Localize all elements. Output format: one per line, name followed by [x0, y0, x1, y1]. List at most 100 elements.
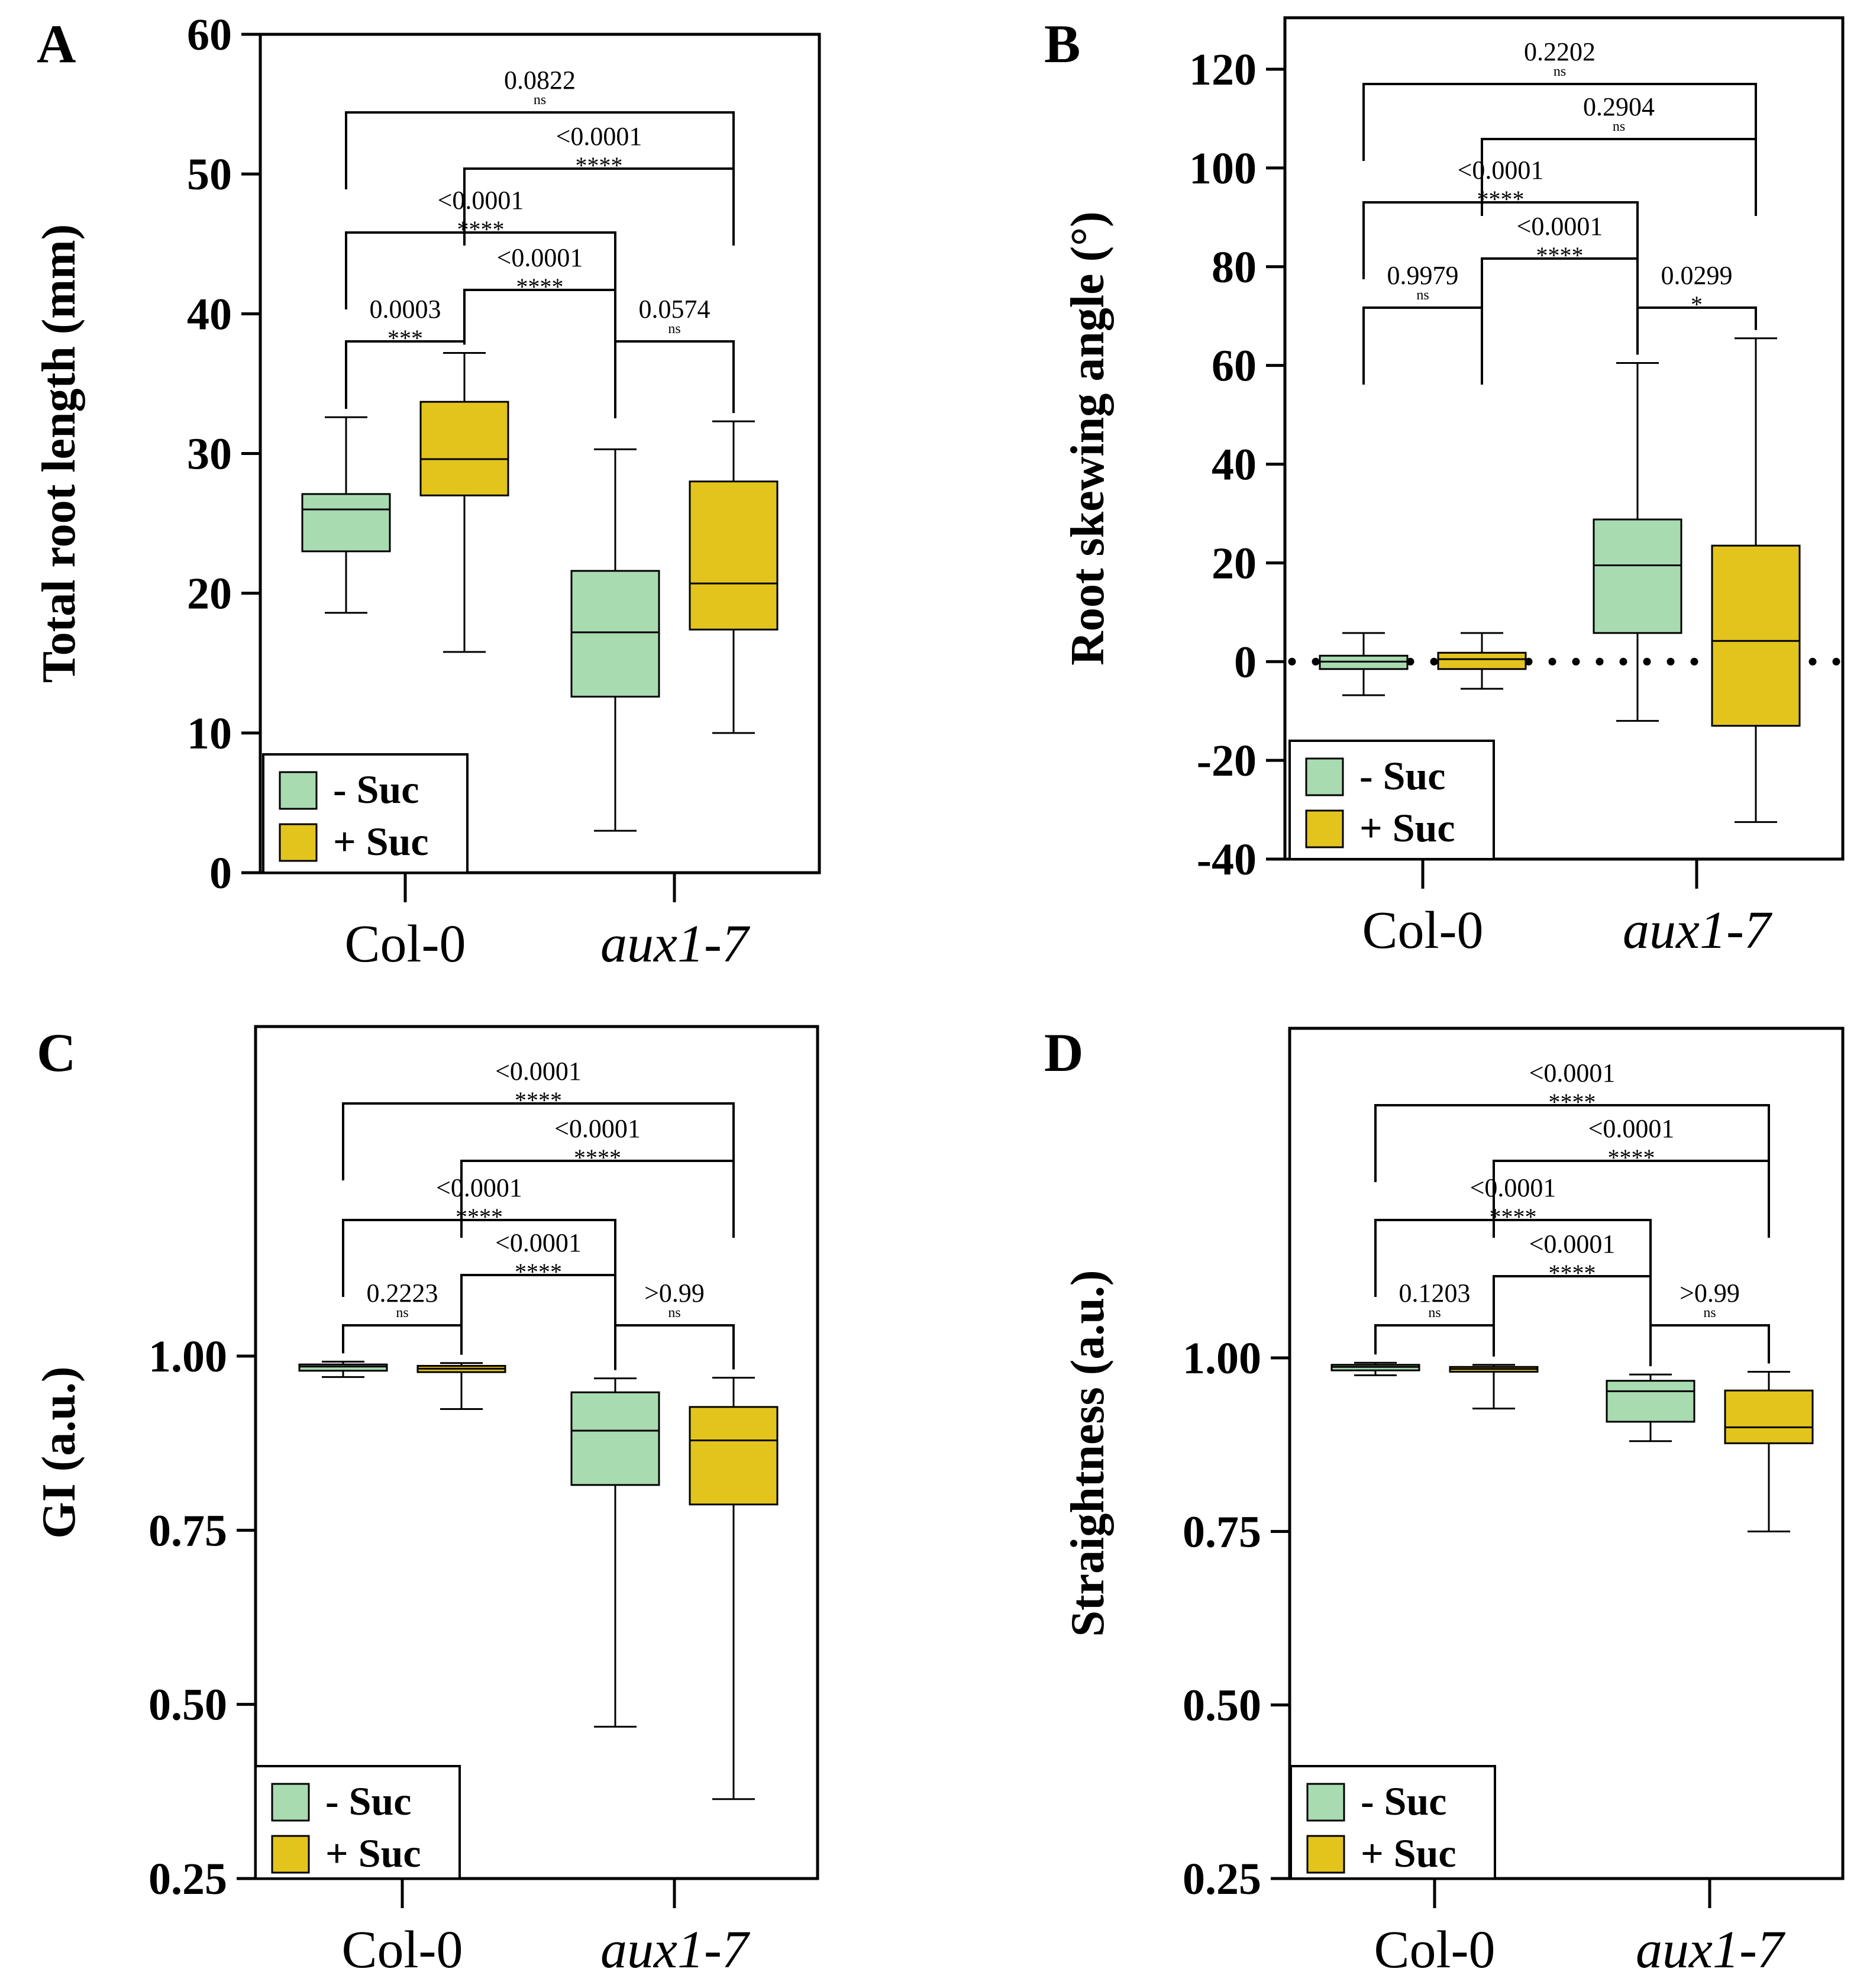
p-value-label: <0.0001 [438, 186, 524, 215]
significance-stars: ns [1416, 288, 1429, 303]
bracket-line [1362, 201, 1639, 279]
bracket-line [342, 1324, 463, 1355]
y-tick-label: 0.50 [148, 1680, 227, 1730]
panel-label: B [1044, 14, 1080, 74]
legend-entry: + Suc [1361, 1831, 1456, 1876]
significance-stars: ns [668, 321, 680, 337]
iqr-box [301, 493, 391, 553]
significance-bracket: <0.0001**** [1362, 156, 1639, 279]
p-value-label: 0.2202 [1524, 37, 1596, 66]
p-value-label: <0.0001 [1458, 156, 1544, 185]
significance-bracket: <0.0001**** [460, 1228, 616, 1352]
bracket-line [1362, 83, 1757, 161]
p-value-label: 0.9979 [1387, 261, 1459, 290]
x-tick-label-aux1-7: aux1-7 [1623, 901, 1773, 960]
panel-a: A 0 10 20 30 40 50 60 Total root length (mm) Col-… [33, 10, 821, 973]
bracket-line [1493, 1160, 1770, 1238]
significance-stars: **** [1549, 1089, 1596, 1115]
legend-entry: + Suc [333, 819, 429, 864]
legend: - Suc + Suc [1288, 740, 1495, 860]
box-suc [689, 1376, 779, 1800]
y-tick-label: 40 [1212, 440, 1257, 490]
box-no-suc [570, 1377, 660, 1728]
significance-bracket: <0.0001 **** [1374, 1173, 1652, 1297]
y-tick-label: 0.25 [148, 1854, 227, 1904]
box-suc [416, 1362, 506, 1410]
significance-bracket: 0.0299* [1636, 261, 1757, 355]
legend-swatch-no-suc [279, 771, 318, 810]
y-tick-label: -40 [1197, 835, 1257, 885]
box-no-suc [1593, 362, 1682, 722]
significance-stars: **** [576, 152, 623, 179]
legend-swatch-suc [1305, 809, 1344, 848]
p-value-label: <0.0001 [497, 243, 583, 272]
significance-stars: **** [515, 1087, 562, 1114]
box-suc [1449, 1364, 1539, 1410]
legend: - Suc + Suc [254, 1765, 461, 1880]
y-tick-label: 60 [1212, 341, 1257, 391]
p-value-label: 0.2904 [1583, 92, 1655, 121]
y-axis-title: Root skewing angle (°) [1062, 211, 1114, 666]
p-value-label: <0.0001 [1517, 212, 1603, 241]
legend-entry: + Suc [325, 1831, 421, 1876]
legend-swatch-no-suc [271, 1783, 310, 1822]
significance-stars: ns [1428, 1305, 1441, 1321]
significance-stars: **** [516, 273, 564, 300]
panel-d: D 0.25 0.50 0.75 1.00 Straightness (a.u.) Col-… [1044, 1022, 1845, 1979]
x-tick-label-aux1-7: aux1-7 [1636, 1921, 1786, 1979]
y-tick-label: 30 [187, 430, 232, 479]
plot-frame [1288, 1027, 1845, 1880]
x-tick-label-col-0: Col-0 [1374, 1921, 1495, 1979]
legend-entry: - Suc [325, 1779, 411, 1824]
box-no-suc [1330, 1361, 1420, 1376]
bracket-line [345, 111, 735, 189]
box-no-suc [301, 416, 391, 614]
bracket-line [1362, 306, 1483, 385]
bracket-line [1481, 138, 1757, 216]
panel-c: C 0.25 0.50 0.75 1.00 GI (a.u.) Col-0 aux1-7 <0.… [33, 1022, 819, 1979]
p-value-label: <0.0001 [1588, 1114, 1675, 1143]
box-no-suc [298, 1360, 388, 1378]
y-tick-label: 0.75 [1183, 1507, 1261, 1557]
panel-label: D [1044, 1022, 1083, 1083]
box-suc [1711, 337, 1801, 823]
legend-swatch-no-suc [1305, 757, 1344, 796]
significance-stars: **** [1549, 1260, 1596, 1286]
significance-stars: *** [387, 325, 423, 351]
y-tick-label: 0.25 [1183, 1854, 1261, 1904]
x-tick-label-aux1-7: aux1-7 [600, 1921, 751, 1979]
iqr-box [689, 1406, 779, 1506]
panel-label: C [37, 1022, 76, 1083]
y-tick-label: 40 [187, 289, 232, 339]
p-value-label: <0.0001 [1470, 1173, 1556, 1202]
y-axis-title: Straightness (a.u.) [1062, 1270, 1114, 1637]
significance-bracket: <0.0001**** [342, 1057, 735, 1180]
p-value-label: >0.99 [644, 1279, 705, 1308]
y-axis-title: Total root length (mm) [33, 224, 85, 683]
y-tick-label: 20 [1212, 538, 1257, 588]
legend-swatch-suc [1306, 1835, 1345, 1874]
p-value-label: >0.99 [1680, 1279, 1740, 1308]
panel-b: B -40 -20 0 20 40 60 80 100 120 Root skewing angle… [1044, 14, 1845, 960]
y-tick-label: 50 [187, 150, 232, 199]
significance-bracket: <0.0001**** [342, 1173, 616, 1297]
p-value-label: 0.0822 [504, 66, 576, 95]
significance-stars: **** [574, 1144, 621, 1171]
legend-entry: - Suc [333, 767, 419, 812]
bracket-line [1481, 257, 1639, 335]
significance-bracket: <0.0001**** [463, 243, 616, 367]
bracket-line [460, 1160, 735, 1238]
plot-frame [254, 1025, 819, 1880]
bracket-line [614, 340, 735, 418]
significance-stars: ns [1554, 64, 1566, 79]
bracket-line [345, 231, 616, 309]
box-suc [419, 351, 509, 653]
y-tick-label: 0 [209, 848, 232, 898]
y-axis-title: GI (a.u.) [33, 1366, 85, 1538]
bracket-line [1636, 306, 1757, 355]
